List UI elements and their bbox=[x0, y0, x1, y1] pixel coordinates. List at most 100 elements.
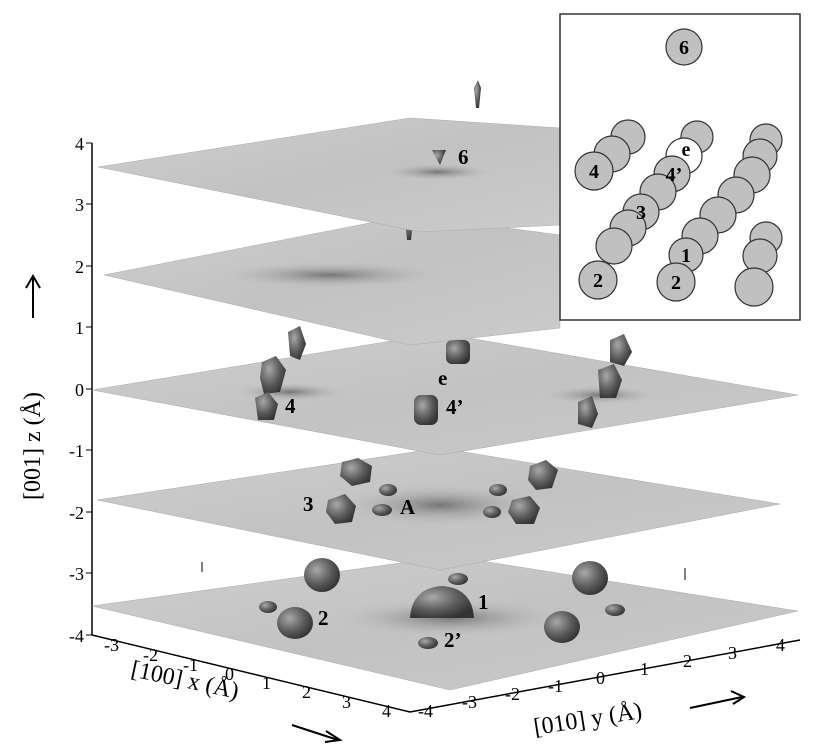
atom bbox=[578, 260, 618, 300]
slice-z-2 bbox=[103, 212, 561, 346]
site-label-2-prime: 2’ bbox=[444, 628, 462, 652]
y-axis-line bbox=[409, 639, 801, 713]
y-tick-label: 1 bbox=[640, 659, 649, 679]
density-blob bbox=[372, 504, 392, 516]
y-tick-label: -2 bbox=[505, 684, 520, 704]
slice-z-3-5 bbox=[97, 80, 561, 233]
inset-atoms bbox=[574, 28, 783, 307]
slice-z-0 bbox=[91, 326, 799, 456]
x-tick-label: 2 bbox=[302, 682, 311, 702]
x-tick-label: 4 bbox=[382, 701, 391, 721]
z-axis-arrow bbox=[25, 274, 41, 318]
density-blob bbox=[605, 604, 625, 616]
density-blob bbox=[260, 356, 286, 394]
z-tick-label: -2 bbox=[69, 503, 84, 523]
density-blob bbox=[288, 326, 306, 360]
x-tick-label: -1 bbox=[183, 655, 198, 675]
atom bbox=[574, 151, 614, 191]
slice-shading bbox=[378, 163, 498, 181]
density-blob bbox=[598, 364, 622, 398]
density-blob bbox=[528, 460, 558, 490]
y-tick-label: -1 bbox=[548, 676, 563, 696]
inset-label-4-prime: 4’ bbox=[666, 164, 683, 186]
site-labels: 6 e 4 4’ 3 A 1 2 2’ bbox=[285, 145, 489, 652]
x-ticks: -3 -2 -1 0 1 2 3 4 bbox=[104, 635, 391, 721]
site-label-1: 1 bbox=[478, 590, 489, 614]
slice-plane bbox=[91, 332, 799, 456]
z-tick-label: 0 bbox=[75, 380, 84, 400]
x-tick-label: 0 bbox=[225, 664, 234, 684]
z-tick-label: 2 bbox=[75, 257, 84, 277]
density-blob bbox=[508, 496, 540, 524]
site-label-4: 4 bbox=[285, 394, 296, 418]
z-tick-label: -4 bbox=[69, 626, 84, 646]
atom bbox=[734, 267, 774, 307]
x-tick-label: -3 bbox=[104, 635, 119, 655]
y-tick-label: 4 bbox=[776, 635, 785, 655]
y-tick-label: 2 bbox=[683, 651, 692, 671]
inset-label-2-left: 2 bbox=[593, 270, 603, 292]
slice-z-minus-2 bbox=[96, 447, 781, 571]
z-tick-label: 1 bbox=[75, 318, 84, 338]
density-blob bbox=[474, 80, 481, 108]
site-label-a: A bbox=[400, 495, 416, 519]
atom bbox=[742, 238, 778, 274]
y-axis-label: [010] y (Å) bbox=[532, 698, 644, 741]
site-label-6: 6 bbox=[458, 145, 469, 169]
inset-label-3: 3 bbox=[636, 202, 646, 224]
x-tick-label: 1 bbox=[262, 673, 271, 693]
density-blob bbox=[432, 150, 446, 165]
site-label-2: 2 bbox=[318, 606, 329, 630]
x-axis-arrow bbox=[291, 724, 343, 743]
y-tick-label: 3 bbox=[728, 643, 737, 663]
density-blob bbox=[259, 601, 277, 613]
density-blob bbox=[255, 392, 278, 420]
density-blob bbox=[489, 484, 507, 496]
atom bbox=[656, 262, 696, 302]
z-tick-label: 4 bbox=[75, 134, 84, 154]
density-blob bbox=[340, 458, 372, 486]
density-blob bbox=[277, 607, 313, 639]
x-axis-line bbox=[91, 634, 411, 713]
slice-z-minus-3-5 bbox=[91, 555, 799, 691]
z-tick-label: -3 bbox=[69, 564, 84, 584]
y-tick-label: 0 bbox=[596, 668, 605, 688]
density-blob bbox=[446, 340, 470, 364]
density-blob bbox=[414, 395, 438, 425]
z-axis-label: [001] z (Å) bbox=[20, 392, 46, 500]
density-blob bbox=[572, 561, 608, 595]
site-label-3: 3 bbox=[303, 492, 314, 516]
density-blob bbox=[448, 573, 468, 585]
density-blob bbox=[326, 494, 356, 524]
site-label-e: e bbox=[438, 366, 447, 390]
inset-label-2-right: 2 bbox=[671, 272, 681, 294]
density-blob bbox=[578, 396, 598, 428]
slice-shading bbox=[210, 261, 450, 289]
density-blob bbox=[418, 637, 438, 649]
density-blob bbox=[379, 484, 397, 496]
x-tick-label: 3 bbox=[342, 692, 351, 712]
z-ticks: 4 3 2 1 0 -1 -2 -3 -4 bbox=[69, 134, 92, 646]
z-tick-label: -1 bbox=[69, 441, 84, 461]
y-ticks: -4 -3 -2 -1 0 1 2 3 4 bbox=[418, 635, 785, 721]
inset-label-6: 6 bbox=[679, 37, 689, 59]
inset-panel: 6 4 e 4’ 3 1 2 2 bbox=[559, 13, 801, 321]
density-blob bbox=[610, 334, 632, 366]
site-label-4-prime: 4’ bbox=[446, 395, 464, 419]
x-tick-label: -2 bbox=[143, 645, 158, 665]
y-tick-label: -4 bbox=[418, 701, 433, 721]
density-blob bbox=[410, 586, 474, 618]
density-blob bbox=[544, 611, 580, 643]
atom bbox=[595, 227, 633, 265]
atom bbox=[665, 28, 703, 66]
y-tick-label: -3 bbox=[462, 692, 477, 712]
z-axis: 4 3 2 1 0 -1 -2 -3 -4 [001] z (Å) bbox=[20, 134, 93, 646]
inset-label-4: 4 bbox=[589, 161, 599, 183]
density-blob bbox=[483, 506, 501, 518]
z-tick-label: 3 bbox=[75, 195, 84, 215]
y-axis-arrow bbox=[689, 690, 747, 709]
inset-label-1: 1 bbox=[681, 245, 691, 267]
density-blob bbox=[304, 558, 340, 592]
inset-label-e: e bbox=[682, 139, 691, 161]
